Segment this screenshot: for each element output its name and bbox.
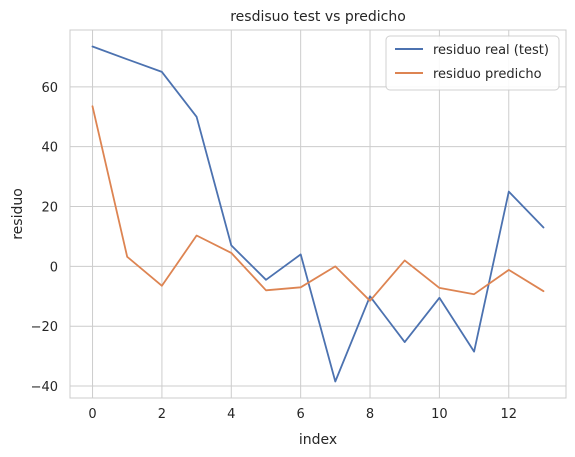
grid bbox=[70, 30, 566, 398]
series-lines bbox=[91, 45, 545, 383]
plot-area bbox=[69, 29, 567, 399]
x-tick-label: 6 bbox=[297, 407, 305, 422]
legend-label-predicho: residuo predicho bbox=[433, 67, 542, 82]
legend-label-real: residuo real (test) bbox=[433, 43, 549, 58]
x-tick-label: 12 bbox=[500, 407, 517, 422]
y-tick-label: 0 bbox=[50, 260, 58, 275]
legend-box bbox=[385, 35, 560, 91]
series-line-0 bbox=[91, 45, 545, 383]
x-tick-label: 4 bbox=[227, 407, 235, 422]
series-line-1 bbox=[91, 105, 545, 302]
legend: residuo real (test) residuo predicho bbox=[385, 35, 560, 91]
y-tick-label: 40 bbox=[41, 141, 58, 156]
y-tick-label: 60 bbox=[41, 81, 58, 96]
x-tick-label: 0 bbox=[88, 407, 96, 422]
y-tick-label: −40 bbox=[31, 380, 58, 395]
x-tick-label: 8 bbox=[366, 407, 374, 422]
y-tick-label: −20 bbox=[31, 320, 58, 335]
y-tick-label: 20 bbox=[41, 201, 58, 216]
chart-title: resdisuo test vs predicho bbox=[230, 9, 406, 25]
x-tick-label: 2 bbox=[158, 407, 166, 422]
ticks: 0 2 4 6 8 10 12 −40 −20 0 20 40 60 bbox=[31, 81, 517, 422]
y-axis-label: residuo bbox=[10, 188, 26, 240]
x-tick-label: 10 bbox=[431, 407, 448, 422]
x-axis-label: index bbox=[299, 432, 337, 448]
